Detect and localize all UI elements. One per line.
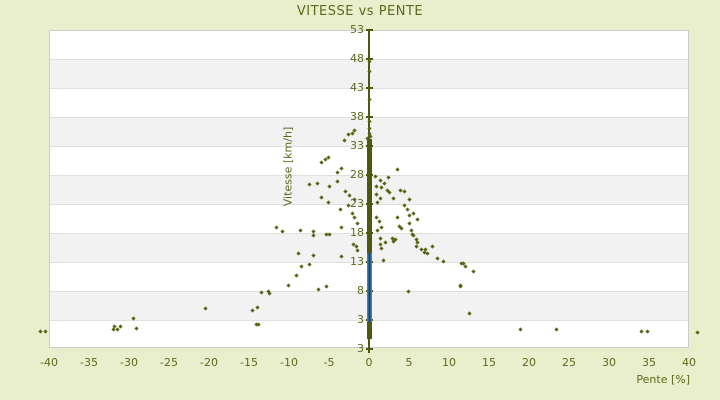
scatter-point: [414, 216, 420, 222]
y-axis-tick: [365, 58, 373, 60]
y-axis-tick: [365, 348, 373, 350]
x-tick-label: 40: [682, 356, 696, 369]
scatter-point: [406, 212, 412, 218]
x-tick-label: -5: [323, 356, 335, 369]
plot-area: 53 48 43 38 33 28 23 18 13 8 3 3 -40 -35 -30 -25 -20 -15…: [38, 23, 700, 386]
y-tick-label: 38: [350, 110, 364, 123]
y-tick-label: 23: [350, 197, 364, 210]
x-tick-label: 35: [642, 356, 656, 369]
y-tick-label: 3: [357, 313, 364, 326]
scatter-point: [638, 328, 644, 334]
x-tick-label: 10: [442, 356, 456, 369]
y-axis-tick: [365, 87, 373, 89]
x-tick-label: 20: [522, 356, 536, 369]
scatter-point: [43, 328, 48, 334]
y-tick-label: 33: [350, 139, 364, 152]
x-tick-label: -40: [40, 356, 58, 369]
y-axis-tick: [365, 29, 373, 31]
chart-title: VITESSE vs PENTE: [296, 4, 424, 19]
x-tick-label: -15: [240, 356, 258, 369]
y-tick-label: 53: [350, 23, 364, 36]
zero-dense-points-segment: [366, 139, 372, 259]
x-tick-label: 30: [602, 356, 616, 369]
y-tick-label: 48: [350, 52, 364, 65]
x-tick-label: 25: [562, 356, 576, 369]
x-tick-label: -20: [200, 356, 218, 369]
y-tick-label: 8: [357, 284, 364, 297]
x-axis-title: Pente [%]: [636, 373, 690, 386]
x-tick-label: -25: [160, 356, 178, 369]
y-tick-label: 43: [350, 81, 364, 94]
zero-blue-segment: [366, 252, 372, 323]
y-tick-label: 3: [357, 342, 364, 355]
y-tick-label: 28: [350, 168, 364, 181]
x-tick-label: 0: [365, 356, 373, 369]
scatter-point: [695, 330, 700, 335]
x-tick-label: 5: [405, 356, 413, 369]
x-tick-label: -35: [80, 356, 98, 369]
scatter-point: [38, 328, 43, 334]
y-tick-label: 18: [350, 226, 364, 239]
x-tick-label: -10: [280, 356, 298, 369]
scatter-point: [378, 245, 384, 251]
y-axis-tick: [365, 116, 373, 118]
y-tick-label: 13: [350, 255, 364, 268]
x-tick-label: -30: [120, 356, 138, 369]
x-tick-label: 15: [482, 356, 496, 369]
zero-low-points-segment: [366, 322, 372, 339]
scatter-point: [374, 227, 380, 233]
y-axis-title: Vitesse [km/h]: [281, 126, 295, 207]
scatter-point: [390, 238, 396, 244]
